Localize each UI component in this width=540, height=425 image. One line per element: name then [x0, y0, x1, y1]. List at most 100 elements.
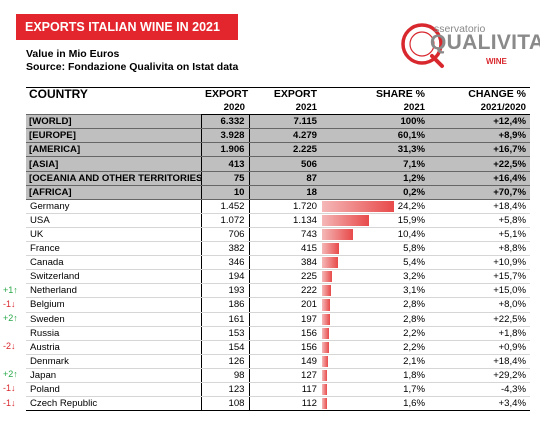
share-bar: [322, 271, 332, 283]
share-cell: 2,8%: [321, 297, 429, 313]
export-2020-value: 153: [200, 326, 249, 341]
table-row: USA 1.072 1.134 15,9% +5,8%: [26, 213, 530, 228]
header-country: COUNTRY: [26, 86, 201, 115]
rank-change-badge: -1↓: [3, 298, 16, 309]
export-2020-value: 194: [200, 269, 249, 285]
export-2021-value: 87: [248, 170, 321, 186]
country-name: Austria: [26, 340, 201, 355]
export-2021-value: 415: [248, 241, 321, 257]
share-cell: 1,8%: [321, 368, 429, 383]
table-row: Russia 153 156 2,2% +1,8%: [26, 326, 530, 341]
share-value: 3,1%: [403, 285, 425, 297]
region-name: [EUROPE]: [26, 128, 201, 144]
country-name: Russia: [26, 326, 201, 341]
header-export-2021: EXPORT: [249, 87, 321, 102]
share-value: 24,2%: [397, 200, 425, 212]
share-bar: [322, 200, 394, 212]
share-cell: 2,1%: [321, 354, 429, 369]
export-2021-value: 506: [248, 156, 321, 172]
share-bar: [322, 327, 329, 339]
export-2021-value: 18: [248, 184, 321, 200]
change-value: +22,5%: [429, 312, 530, 327]
change-value: +15,0%: [429, 283, 530, 299]
rank-change-badge: -1↓: [3, 397, 16, 408]
export-2021-value: 7.115: [248, 114, 321, 130]
share-value: 2,1%: [403, 355, 425, 367]
share-cell: 1,7%: [321, 382, 429, 398]
share-cell: 2,8%: [321, 312, 429, 327]
share-bar: [322, 243, 340, 255]
table-row: France 382 415 5,8% +8,8%: [26, 241, 530, 257]
share-cell: 24,2%: [321, 199, 429, 214]
country-name: Germany: [26, 199, 201, 214]
aggregate-row: [EUROPE] 3.928 4.279 60,1% +8,9%: [26, 128, 530, 144]
header-change-period: 2021/2020: [429, 101, 530, 116]
export-2020-value: 154: [200, 340, 249, 355]
export-2020-value: 126: [200, 354, 249, 369]
table-row: Sweden 161 197 2,8% +22,5%: [26, 312, 530, 327]
change-value: +12,4%: [429, 114, 530, 130]
share-value: 3,2%: [403, 271, 425, 283]
table-row: Switzerland 194 225 3,2% +15,7%: [26, 269, 530, 285]
share-bar: [322, 257, 339, 269]
export-2021-value: 1.134: [248, 213, 321, 228]
share-value: 60,1%: [321, 128, 429, 144]
share-bar: [322, 355, 329, 367]
change-value: +3,4%: [429, 396, 530, 412]
share-value: 1,8%: [403, 369, 425, 381]
export-2021-value: 4.279: [248, 128, 321, 144]
export-2021-value: 201: [248, 297, 321, 313]
share-cell: 5,8%: [321, 241, 429, 257]
rank-change-badge: +2↑: [3, 313, 18, 323]
export-2020-value: 1.072: [200, 213, 249, 228]
table-row: Czech Republic 108 112 1,6% +3,4%: [26, 396, 530, 412]
change-value: +16,4%: [429, 170, 530, 186]
change-value: +29,2%: [429, 368, 530, 383]
share-bar: [322, 313, 331, 325]
share-value: 2,2%: [403, 327, 425, 339]
region-name: [AFRICA]: [26, 184, 201, 200]
logo-small-text: sservatorio: [434, 23, 486, 35]
table-row: Austria 154 156 2,2% +0,9%: [26, 340, 530, 355]
export-2021-value: 384: [248, 255, 321, 271]
country-name: USA: [26, 213, 201, 228]
change-value: +8,8%: [429, 241, 530, 257]
export-2020-value: 346: [200, 255, 249, 271]
export-2021-value: 117: [248, 382, 321, 398]
subtitle-units: Value in Mio Euros: [26, 48, 120, 60]
share-cell: 2,2%: [321, 326, 429, 341]
aggregate-row: [WORLD] 6.332 7.115 100% +12,4%: [26, 114, 530, 130]
change-value: +5,8%: [429, 213, 530, 228]
share-value: 31,3%: [321, 142, 429, 158]
share-value: 1,2%: [321, 170, 429, 186]
region-name: [WORLD]: [26, 114, 201, 130]
aggregate-row: [AFRICA] 10 18 0,2% +70,7%: [26, 184, 530, 200]
country-name: Belgium: [26, 297, 201, 313]
export-2021-value: 222: [248, 283, 321, 299]
exports-table: COUNTRY EXPORT EXPORT SHARE % CHANGE % 2…: [26, 86, 530, 412]
country-name: Japan: [26, 368, 201, 383]
country-name: France: [26, 241, 201, 257]
share-cell: 1,6%: [321, 396, 429, 412]
change-value: +10,9%: [429, 255, 530, 271]
export-2021-value: 112: [248, 396, 321, 412]
share-bar: [322, 398, 327, 410]
logo-big-text: QUALIVITA: [430, 31, 540, 54]
share-value: 2,8%: [403, 299, 425, 311]
export-2021-value: 197: [248, 312, 321, 327]
share-bar: [322, 299, 331, 311]
region-name: [OCEANIA AND OTHER TERRITORIES]: [26, 170, 201, 186]
change-value: +18,4%: [429, 199, 530, 214]
table-row: UK 706 743 10,4% +5,1%: [26, 227, 530, 243]
export-2020-value: 193: [200, 283, 249, 299]
subtitle-source: Source: Fondazione Qualivita on Istat da…: [26, 61, 239, 73]
change-value: +16,7%: [429, 142, 530, 158]
rank-change-badge: +2↑: [3, 369, 18, 380]
change-value: -4,3%: [429, 382, 530, 398]
region-name: [ASIA]: [26, 156, 201, 172]
export-2020-value: 186: [200, 297, 249, 313]
export-2021-value: 156: [248, 340, 321, 355]
share-bar: [322, 285, 332, 297]
share-cell: 3,2%: [321, 269, 429, 285]
share-cell: 3,1%: [321, 283, 429, 299]
